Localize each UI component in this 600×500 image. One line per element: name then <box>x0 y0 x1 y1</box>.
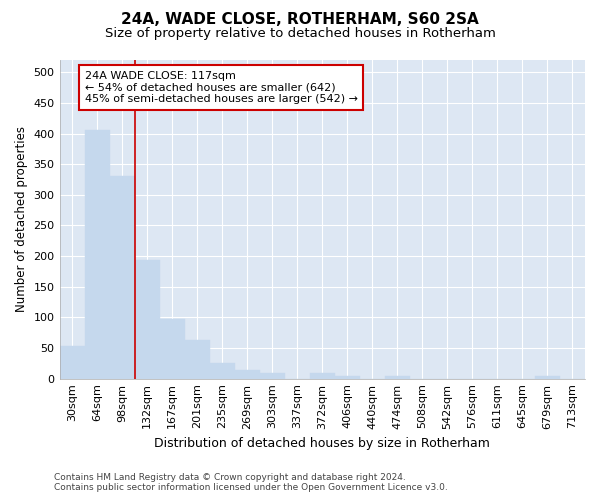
Text: 24A WADE CLOSE: 117sqm
← 54% of detached houses are smaller (642)
45% of semi-de: 24A WADE CLOSE: 117sqm ← 54% of detached… <box>85 71 358 104</box>
Bar <box>134 260 160 378</box>
Bar <box>160 319 185 378</box>
Bar <box>235 370 260 378</box>
X-axis label: Distribution of detached houses by size in Rotherham: Distribution of detached houses by size … <box>154 437 490 450</box>
Bar <box>385 376 410 378</box>
Bar <box>110 176 134 378</box>
Bar <box>260 373 285 378</box>
Bar <box>59 346 85 378</box>
Text: 24A, WADE CLOSE, ROTHERHAM, S60 2SA: 24A, WADE CLOSE, ROTHERHAM, S60 2SA <box>121 12 479 28</box>
Text: Contains HM Land Registry data © Crown copyright and database right 2024.
Contai: Contains HM Land Registry data © Crown c… <box>54 473 448 492</box>
Bar <box>85 130 110 378</box>
Y-axis label: Number of detached properties: Number of detached properties <box>15 126 28 312</box>
Bar <box>535 376 560 378</box>
Bar <box>185 340 209 378</box>
Bar <box>335 376 360 378</box>
Bar <box>209 364 235 378</box>
Text: Size of property relative to detached houses in Rotherham: Size of property relative to detached ho… <box>104 28 496 40</box>
Bar <box>310 372 335 378</box>
